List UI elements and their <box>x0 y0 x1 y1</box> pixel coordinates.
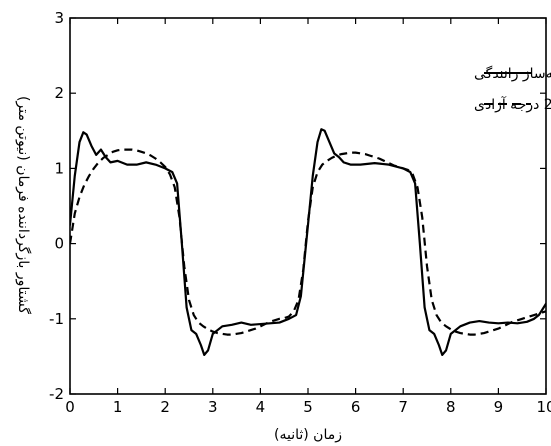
y-tick-label: -1 <box>49 310 64 328</box>
x-tick-label: 8 <box>446 398 456 416</box>
x-axis-title: زمان (ثانیه) <box>274 427 342 443</box>
y-tick-label: -2 <box>49 385 64 403</box>
x-tick-label: 5 <box>303 398 313 416</box>
x-tick-label: 2 <box>160 398 170 416</box>
axis-ticks <box>69 17 547 395</box>
x-tick-label: 0 <box>65 398 75 416</box>
legend-label-dashed: مدل دینامیکی 251 درجه آزادی <box>474 96 551 113</box>
x-tick-label: 7 <box>398 398 408 416</box>
x-tick-label: 10 <box>536 398 551 416</box>
y-axis-title: گشتاور بازگرداننده فرمان (نیوتن متر) <box>15 96 32 314</box>
series-line-solid <box>70 128 546 356</box>
legend: مدل دینامیکی شبیه‌ساز رانندگی مدل دینامی… <box>474 65 551 113</box>
series-layer <box>70 128 546 356</box>
x-tick-label: 1 <box>113 398 123 416</box>
x-tick-label: 9 <box>494 398 504 416</box>
y-tick-label: 1 <box>54 159 64 177</box>
x-tick-label: 4 <box>256 398 266 416</box>
tick-labels: 0 1 2 3 4 5 6 7 8 9 10 -2 -1 0 1 2 3 <box>49 9 551 416</box>
y-tick-label: 3 <box>54 9 64 27</box>
y-tick-label: 0 <box>54 235 64 253</box>
series-line-dashed <box>70 148 546 336</box>
y-tick-label: 2 <box>54 84 64 102</box>
x-tick-label: 6 <box>351 398 361 416</box>
legend-label-solid: مدل دینامیکی شبیه‌ساز رانندگی <box>474 65 551 82</box>
x-tick-label: 3 <box>208 398 218 416</box>
